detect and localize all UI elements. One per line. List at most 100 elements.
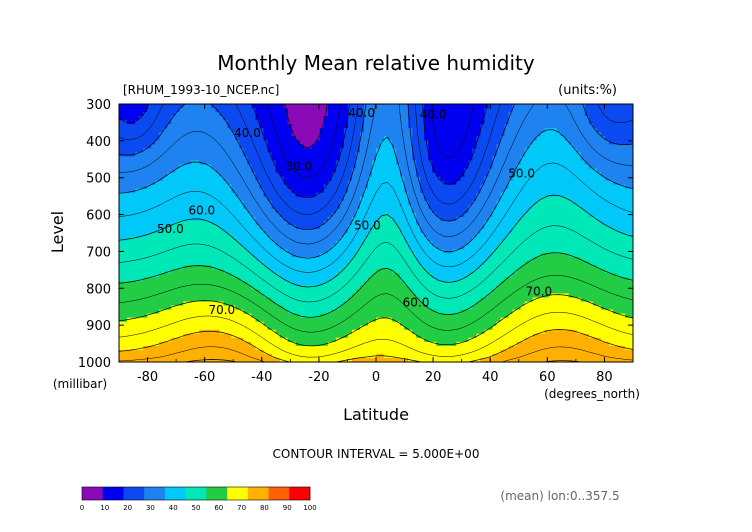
field-cell <box>504 108 510 113</box>
field-cell <box>444 220 449 226</box>
field-cell <box>307 108 313 113</box>
field-cell <box>408 160 413 166</box>
field-cell <box>219 200 225 206</box>
field-cell <box>440 112 445 117</box>
field-cell <box>568 224 574 230</box>
field-cell <box>211 224 216 230</box>
field-cell <box>139 245 144 250</box>
field-cell <box>123 160 128 166</box>
field-cell <box>584 208 590 214</box>
field-cell <box>604 144 610 149</box>
field-cell <box>540 104 546 109</box>
field-cell <box>231 176 237 182</box>
field-cell <box>484 116 490 121</box>
field-cell <box>279 228 285 234</box>
field-cell <box>404 200 409 206</box>
field-cell <box>143 156 148 162</box>
field-cell <box>219 172 225 178</box>
field-cell <box>484 192 490 198</box>
field-cell <box>351 233 357 238</box>
field-cell <box>552 249 558 254</box>
field-cell <box>540 116 546 121</box>
field-cell <box>127 164 132 170</box>
field-cell <box>287 220 293 226</box>
field-cell <box>604 148 610 153</box>
field-cell <box>135 120 140 125</box>
field-cell <box>564 200 570 206</box>
field-cell <box>295 180 301 186</box>
field-cell <box>263 208 269 214</box>
field-cell <box>444 196 449 202</box>
field-cell <box>259 233 265 238</box>
field-cell <box>568 144 574 149</box>
field-cell <box>512 257 518 262</box>
field-cell <box>371 192 377 198</box>
field-cell <box>464 176 469 182</box>
field-cell <box>396 108 401 113</box>
field-cell <box>600 156 606 162</box>
field-cell <box>492 132 498 137</box>
field-cell <box>620 204 626 210</box>
field-cell <box>259 228 265 234</box>
field-cell <box>271 116 277 121</box>
field-cell <box>416 180 421 186</box>
field-cell <box>267 208 273 214</box>
field-cell <box>568 220 574 226</box>
field-cell <box>448 124 453 129</box>
field-cell <box>131 160 136 166</box>
field-cell <box>207 164 212 170</box>
field-cell <box>351 172 357 178</box>
field-cell <box>131 257 136 262</box>
field-cell <box>436 172 441 178</box>
field-cell <box>440 144 445 149</box>
field-cell <box>480 188 486 194</box>
field-cell <box>191 228 196 234</box>
field-cell <box>388 172 393 178</box>
field-cell <box>528 124 534 129</box>
field-cell <box>504 257 510 262</box>
field-cell <box>239 220 245 226</box>
contour-fill <box>119 104 633 362</box>
field-cell <box>127 188 132 194</box>
field-cell <box>388 220 393 226</box>
field-cell <box>199 156 204 162</box>
field-cell <box>367 233 373 238</box>
field-cell <box>580 132 586 137</box>
field-cell <box>388 253 393 258</box>
field-cell <box>584 200 590 206</box>
field-cell <box>235 112 241 117</box>
field-cell <box>468 245 473 250</box>
field-cell <box>367 216 373 222</box>
field-cell <box>464 204 469 210</box>
field-cell <box>243 220 249 226</box>
field-cell <box>347 184 353 190</box>
field-cell <box>159 204 164 210</box>
field-cell <box>564 132 570 137</box>
field-cell <box>283 253 289 258</box>
field-cell <box>432 253 437 258</box>
field-cell <box>480 124 486 129</box>
field-cell <box>492 140 498 145</box>
field-cell <box>420 180 425 186</box>
field-cell <box>428 204 433 210</box>
field-cell <box>127 112 132 117</box>
field-cell <box>536 208 542 214</box>
field-cell <box>183 156 188 162</box>
field-cell <box>199 188 204 194</box>
field-cell <box>544 112 550 117</box>
field-cell <box>251 132 257 137</box>
field-cell <box>620 172 626 178</box>
field-cell <box>127 156 132 162</box>
field-cell <box>267 120 273 125</box>
field-cell <box>359 220 365 226</box>
field-cell <box>476 237 482 242</box>
field-cell <box>119 116 124 121</box>
field-cell <box>215 208 220 214</box>
field-cell <box>239 253 245 258</box>
field-cell <box>608 172 614 178</box>
field-cell <box>183 245 188 250</box>
field-cell <box>388 120 393 125</box>
field-cell <box>460 108 465 113</box>
field-cell <box>444 164 449 170</box>
field-cell <box>267 160 273 166</box>
